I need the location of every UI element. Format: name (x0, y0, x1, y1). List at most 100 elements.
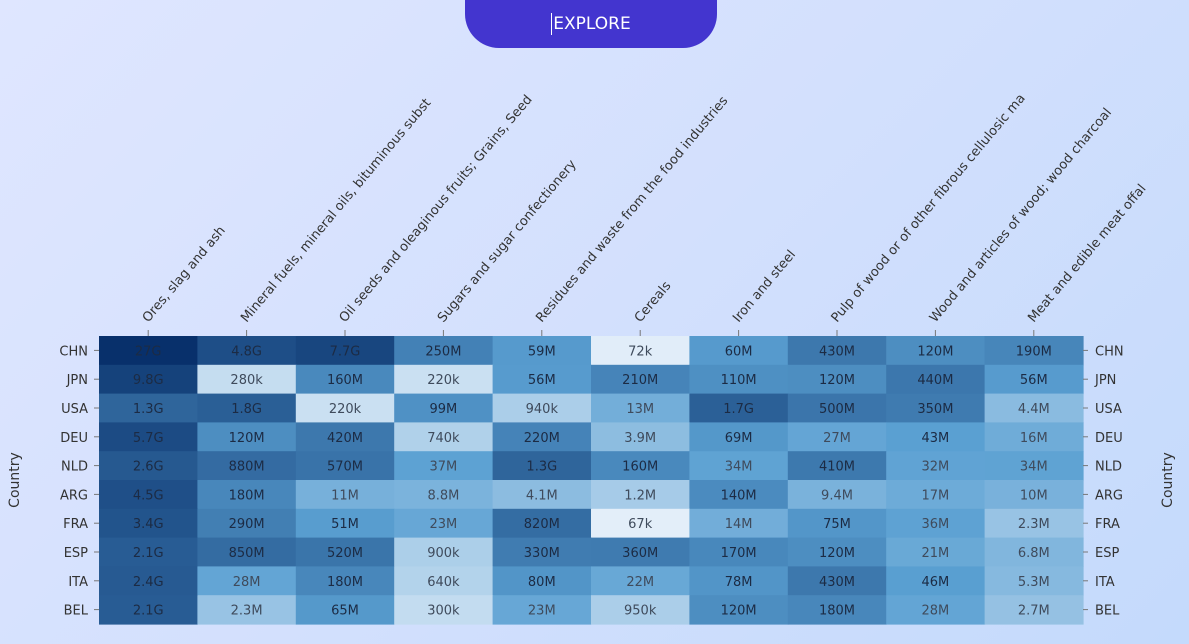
cell-value-label: 2.7M (1018, 604, 1050, 619)
x-tick-label: Meat and edible meat offal (1025, 182, 1149, 326)
y-tick-label-left: USA (61, 402, 88, 417)
heatmap-cell (984, 336, 1084, 366)
heatmap-cell (886, 451, 986, 481)
cell-value-label: 1.3G (526, 460, 557, 475)
cell-value-label: 80M (528, 575, 556, 590)
heatmap-cell (295, 364, 395, 395)
cell-value-label: 250M (425, 344, 461, 359)
cell-value-label: 360M (622, 546, 658, 561)
heatmap-cell (99, 480, 198, 510)
heatmap-cell (492, 595, 592, 625)
heatmap-cell (984, 508, 1084, 539)
heatmap-cell (787, 336, 887, 366)
cell-value-label: 37M (430, 460, 458, 475)
cell-value-label: 330M (524, 546, 560, 561)
cell-value-label: 300k (427, 604, 460, 619)
heatmap-cell (984, 393, 1084, 423)
cell-value-label: 850M (229, 546, 265, 561)
cell-value-label: 500M (819, 402, 855, 417)
heatmap-cell (886, 336, 986, 366)
heatmap-cell (394, 393, 494, 423)
cell-value-label: 410M (819, 460, 855, 475)
cell-value-label: 36M (922, 517, 950, 532)
heatmap-cell (591, 336, 690, 366)
cell-value-label: 180M (819, 604, 855, 619)
y-tick-label-left: ESP (64, 546, 88, 561)
heatmap-cell (99, 393, 198, 423)
heatmap-cell (99, 422, 198, 452)
cell-value-label: 2.4G (133, 575, 164, 590)
cell-value-label: 160M (622, 460, 658, 475)
heatmap-cell (984, 480, 1084, 510)
heatmap-cell (492, 393, 592, 423)
heatmap-cell (984, 451, 1084, 481)
cell-value-label: 10M (1020, 488, 1048, 503)
heatmap-cell (984, 422, 1084, 452)
cell-value-label: 740k (427, 431, 460, 446)
cell-value-label: 27M (823, 431, 851, 446)
cell-value-label: 880M (229, 460, 265, 475)
cell-value-label: 60M (725, 344, 753, 359)
cell-value-label: 9.4M (821, 488, 853, 503)
cell-value-label: 99M (430, 402, 458, 417)
heatmap-cell (295, 480, 395, 510)
cell-value-label: 350M (917, 402, 953, 417)
heatmap-cell (886, 364, 986, 395)
cell-value-label: 120M (721, 604, 757, 619)
heatmap-cell (787, 364, 887, 395)
heatmap-cell (99, 566, 198, 596)
x-tick-label: Ores, slag and ash (140, 224, 229, 326)
cell-value-label: 210M (622, 373, 658, 388)
heatmap-cell (197, 566, 297, 596)
x-tick-label: Oil seeds and oleaginous fruits; Grains,… (337, 92, 536, 325)
cell-value-label: 13M (626, 402, 654, 417)
cell-value-label: 1.2M (624, 488, 656, 503)
heatmap-cell (99, 508, 198, 539)
heatmap-cell (99, 336, 198, 366)
cell-value-label: 21M (922, 546, 950, 561)
heatmap-cell (689, 508, 789, 539)
heatmap-cell (689, 336, 789, 366)
heatmap-cell (394, 566, 494, 596)
heatmap-cell (394, 480, 494, 510)
cell-value-label: 820M (524, 517, 560, 532)
y-tick-label-right: JPN (1094, 373, 1116, 388)
cell-value-label: 59M (528, 344, 556, 359)
heatmap-cell (689, 566, 789, 596)
y-tick-label-left: FRA (63, 517, 88, 532)
cell-value-label: 65M (331, 604, 359, 619)
y-tick-label-left: ARG (60, 488, 88, 503)
text-cursor-icon (551, 13, 553, 35)
heatmap-cell (787, 393, 887, 423)
cell-value-label: 56M (528, 373, 556, 388)
cell-value-label: 950k (624, 604, 657, 619)
heatmap-cell (197, 364, 297, 395)
y-tick-label-right: CHN (1095, 344, 1124, 359)
cell-value-label: 9.8G (133, 373, 164, 388)
heatmap-cell (787, 422, 887, 452)
heatmap-cell (492, 422, 592, 452)
heatmap-cell (394, 364, 494, 395)
explore-button-label: EXPLORE (553, 14, 631, 34)
heatmap-cell (492, 566, 592, 596)
cell-value-label: 3.9M (624, 431, 656, 446)
y-tick-label-right: USA (1095, 402, 1122, 417)
heatmap-cell (689, 451, 789, 481)
cell-value-label: 940k (526, 402, 559, 417)
y-axis-title-right: Country (1160, 452, 1176, 508)
x-tick-label: Cereals (632, 279, 675, 326)
cell-value-label: 570M (327, 460, 363, 475)
heatmap-cell (787, 566, 887, 596)
cell-value-label: 4.1M (526, 488, 558, 503)
explore-button[interactable]: EXPLORE (465, 0, 717, 48)
cell-value-label: 67k (628, 517, 653, 532)
heatmap-cell (197, 595, 297, 625)
heatmap-cell (295, 508, 395, 539)
cell-value-label: 27G (135, 344, 162, 359)
heatmap-cell (99, 451, 198, 481)
heatmap-cell (886, 566, 986, 596)
cell-value-label: 120M (819, 546, 855, 561)
cell-value-label: 72k (628, 344, 653, 359)
cell-value-label: 110M (721, 373, 757, 388)
